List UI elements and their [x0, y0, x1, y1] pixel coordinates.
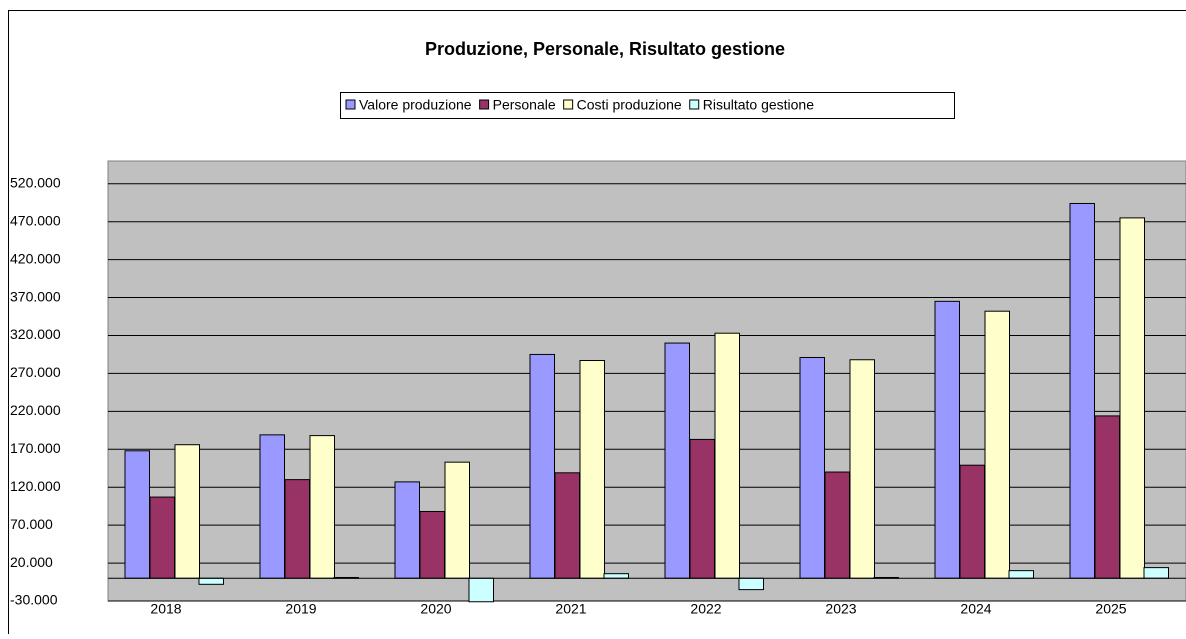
bar [555, 473, 580, 578]
bar [580, 361, 605, 579]
y-tick-label: 120.000 [10, 478, 61, 494]
y-tick-label: 470.000 [10, 212, 61, 228]
x-tick-label: 2024 [960, 601, 991, 617]
chart-title: Produzione, Personale, Risultato gestion… [425, 39, 785, 59]
bar [285, 480, 310, 579]
bar [935, 301, 960, 578]
y-tick-label: 270.000 [10, 364, 61, 380]
bar [260, 435, 285, 578]
x-tick-label: 2023 [825, 601, 856, 617]
bar [1144, 568, 1169, 579]
bar [690, 439, 715, 578]
x-tick-label: 2019 [285, 601, 316, 617]
bar [1070, 203, 1095, 578]
legend-swatch [564, 100, 573, 109]
bar [150, 497, 175, 578]
bar [420, 511, 445, 578]
legend-label: Valore produzione [359, 97, 472, 113]
bar [739, 578, 764, 589]
x-tick-label: 2021 [555, 601, 586, 617]
y-tick-label: 20.000 [10, 554, 53, 570]
y-tick-label: 320.000 [10, 326, 61, 342]
bar [175, 445, 200, 579]
bar [850, 360, 875, 578]
bar [395, 482, 420, 578]
legend-label: Personale [493, 97, 556, 113]
x-tick-label: 2018 [150, 601, 181, 617]
bar [1120, 218, 1145, 578]
legend-swatch [346, 100, 355, 109]
legend-label: Risultato gestione [703, 97, 815, 113]
bar [800, 357, 825, 578]
y-tick-label: -30.000 [10, 592, 58, 608]
x-tick-label: 2025 [1095, 601, 1126, 617]
bar [125, 451, 150, 578]
y-tick-label: 420.000 [10, 250, 61, 266]
legend-swatch [690, 100, 699, 109]
legend-swatch [480, 100, 489, 109]
y-tick-label: 170.000 [10, 440, 61, 456]
bar [825, 472, 850, 578]
y-tick-label: 520.000 [10, 174, 61, 190]
y-tick-label: 220.000 [10, 402, 61, 418]
bar [604, 574, 629, 579]
legend-label: Costi produzione [577, 97, 682, 113]
x-tick-label: 2022 [690, 601, 721, 617]
bar [310, 436, 335, 579]
x-tick-label: 2020 [420, 601, 451, 617]
bar [960, 465, 985, 578]
bar [530, 354, 555, 578]
bar [199, 578, 224, 584]
y-tick-label: 370.000 [10, 288, 61, 304]
bar [445, 462, 470, 578]
bar [1095, 416, 1120, 578]
bar [985, 311, 1010, 578]
bar [469, 578, 494, 602]
bar [715, 333, 740, 578]
bar [1009, 571, 1034, 579]
bar [665, 343, 690, 578]
y-tick-label: 70.000 [10, 516, 53, 532]
